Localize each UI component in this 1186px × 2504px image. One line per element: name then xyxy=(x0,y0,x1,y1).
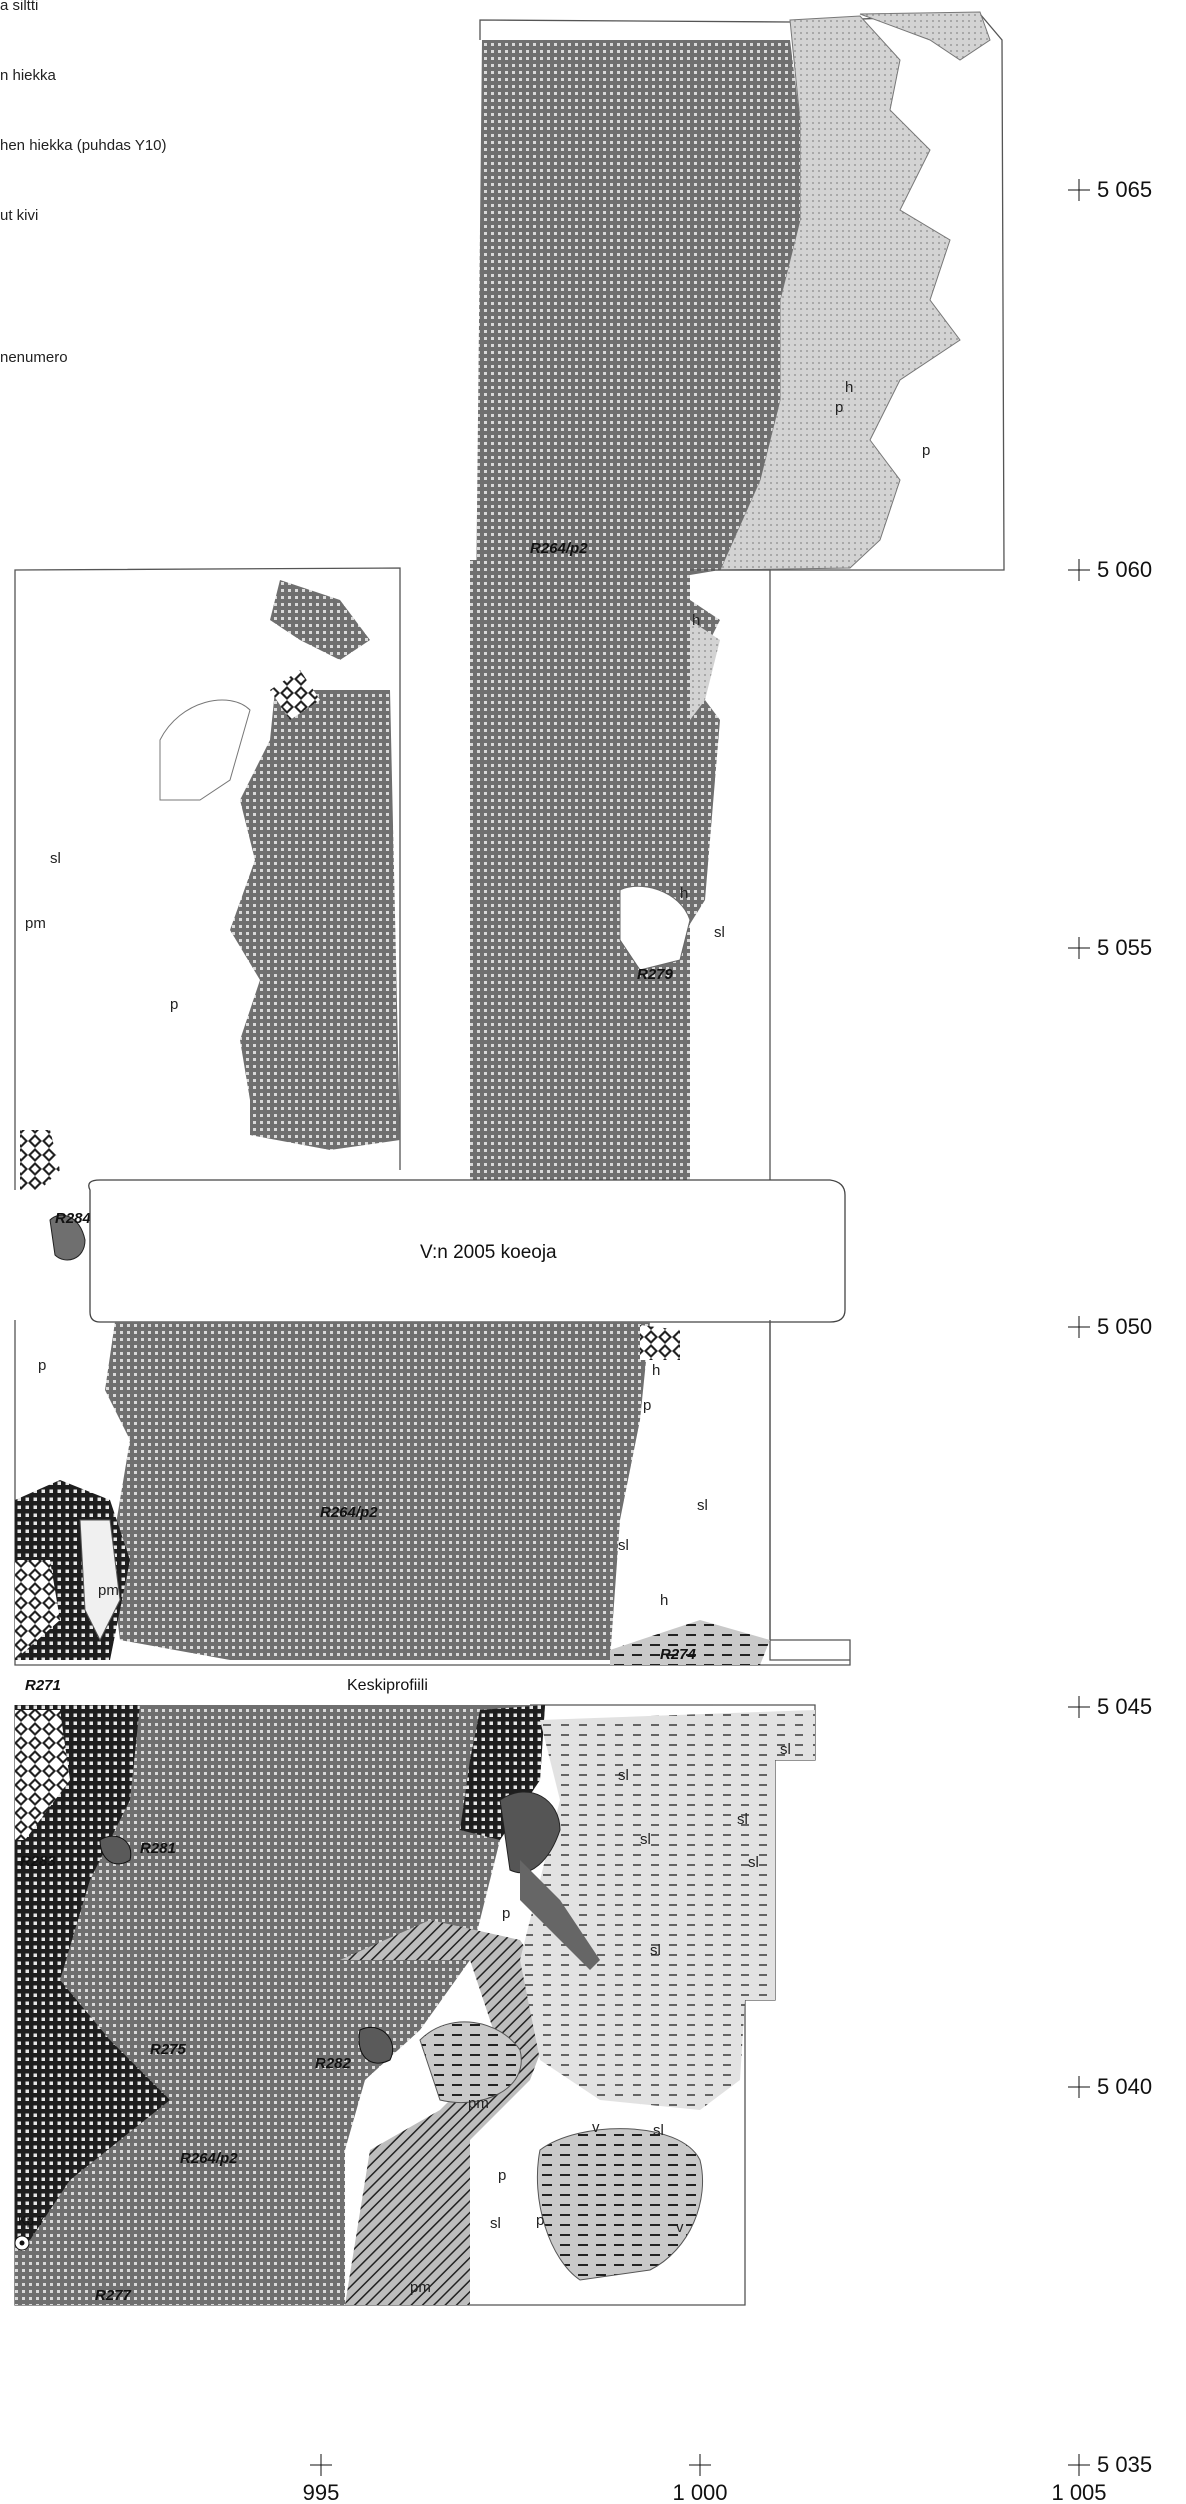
y-tick: 5 060 xyxy=(1068,557,1152,582)
soil-code-p: p xyxy=(170,996,178,1013)
profile-label: Keskiprofiili xyxy=(347,1677,428,1694)
y-tick: 5 045 xyxy=(1068,1694,1152,1719)
y-tick-label: 5 055 xyxy=(1097,935,1152,960)
section-label: R284 xyxy=(55,1210,92,1227)
y-axis: 5 065 5 060 5 055 5 050 5 045 5 040 5 03… xyxy=(1068,177,1152,2477)
y-tick-label: 5 060 xyxy=(1097,557,1152,582)
middle-survey-block: R279 sl h h xyxy=(470,560,850,1661)
soil-code-h: h xyxy=(845,379,853,396)
soil-code-sl: sl xyxy=(697,1497,708,1514)
soil-code-sl: sl xyxy=(618,1537,629,1554)
soil-code-sl: sl xyxy=(714,924,725,941)
section-label: R282 xyxy=(315,2055,352,2072)
section-label: R264/p2 xyxy=(320,1504,378,1521)
y-tick-label: 5 045 xyxy=(1097,1694,1152,1719)
soil-code-p: p xyxy=(38,1357,46,1374)
section-label: R271 xyxy=(25,1677,61,1694)
section-label: R264/p2 xyxy=(180,2150,238,2167)
soil-code-sl: sl xyxy=(650,1942,661,1959)
soil-code-v: v xyxy=(592,2119,600,2136)
soil-code-pm: pm xyxy=(410,2279,431,2296)
y-tick: 5 035 xyxy=(1068,2452,1152,2477)
section-label: R281 xyxy=(140,1840,176,1857)
soil-code-p: p xyxy=(498,2167,506,2184)
soil-code-pm: pm xyxy=(468,2095,489,2112)
soil-code-h: h xyxy=(652,1362,660,1379)
legend-item: ut kivi xyxy=(0,207,38,224)
soil-code-sl: sl xyxy=(653,2122,664,2139)
y-tick: 5 040 xyxy=(1068,2074,1152,2099)
trench-2005: V:n 2005 koeoja xyxy=(88,1179,846,1323)
y-tick-label: 5 050 xyxy=(1097,1314,1152,1339)
soil-code-pm: pm xyxy=(25,915,46,932)
soil-code-p: p xyxy=(922,442,930,459)
soil-code-v: v xyxy=(676,2219,684,2236)
y-tick-label: 5 035 xyxy=(1097,2452,1152,2477)
x-tick-label: 995 xyxy=(303,2480,340,2504)
x-tick-label: 1 000 xyxy=(672,2480,727,2504)
section-label: R279 xyxy=(637,966,674,983)
soil-code-pm: pm xyxy=(98,1582,119,1599)
soil-code-h: h xyxy=(692,612,700,629)
soil-code-sl: sl xyxy=(490,2215,501,2232)
x-tick-label: 1 005 xyxy=(1051,2480,1106,2504)
legend-item: a siltti xyxy=(0,0,38,14)
soil-code-sl: sl xyxy=(618,1767,629,1784)
y-tick-label: 5 040 xyxy=(1097,2074,1152,2099)
soil-code-sl: sl xyxy=(50,850,61,867)
x-tick: 995 xyxy=(303,2454,340,2504)
x-tick: 1 005 xyxy=(1051,2480,1106,2504)
legend-item: nenumero xyxy=(0,349,68,366)
soil-code-p: p xyxy=(502,1905,510,1922)
soil-code-p: p xyxy=(643,1397,651,1414)
soil-code-h: h xyxy=(660,1592,668,1609)
soil-code-sl: sl xyxy=(780,1741,791,1758)
trench-label: V:n 2005 koeoja xyxy=(420,1242,557,1263)
y-tick: 5 050 xyxy=(1068,1314,1152,1339)
point-label: Kp 7 xyxy=(18,2213,45,2228)
section-label: R275 xyxy=(150,2041,187,2058)
section-label: R277 xyxy=(95,2287,132,2304)
section-label: R274 xyxy=(660,1646,697,1663)
soil-code-p: p xyxy=(536,2212,544,2229)
soil-code-p: p xyxy=(835,399,843,416)
soil-code-h: h xyxy=(680,885,688,902)
section-label: R283 xyxy=(20,1853,57,1870)
legend-item: hen hiekka (puhdas Y10) xyxy=(0,137,167,154)
soil-code-sl: sl xyxy=(737,1811,748,1828)
legend: a siltti n hiekka hen hiekka (puhdas Y10… xyxy=(0,0,167,366)
soil-code-sl: sl xyxy=(640,1831,651,1848)
bottom-survey-block: R281 R283 R275 R282 R264/p2 R277 Kp 7 sl… xyxy=(14,1704,816,2306)
section-label: R264/p2 xyxy=(530,540,588,557)
y-tick-label: 5 065 xyxy=(1097,177,1152,202)
lower-middle-block: R264/p2 R274 p pm h p sl sl h Keskiprofi… xyxy=(14,1320,851,1694)
left-survey-block: R284 sl pm p xyxy=(14,567,401,1261)
legend-item: n hiekka xyxy=(0,67,57,84)
y-tick: 5 055 xyxy=(1068,935,1152,960)
y-tick: 5 065 xyxy=(1068,177,1152,202)
soil-code-sl: sl xyxy=(748,1854,759,1871)
x-axis: 995 1 000 1 005 xyxy=(303,2454,1107,2504)
x-tick: 1 000 xyxy=(672,2454,728,2504)
